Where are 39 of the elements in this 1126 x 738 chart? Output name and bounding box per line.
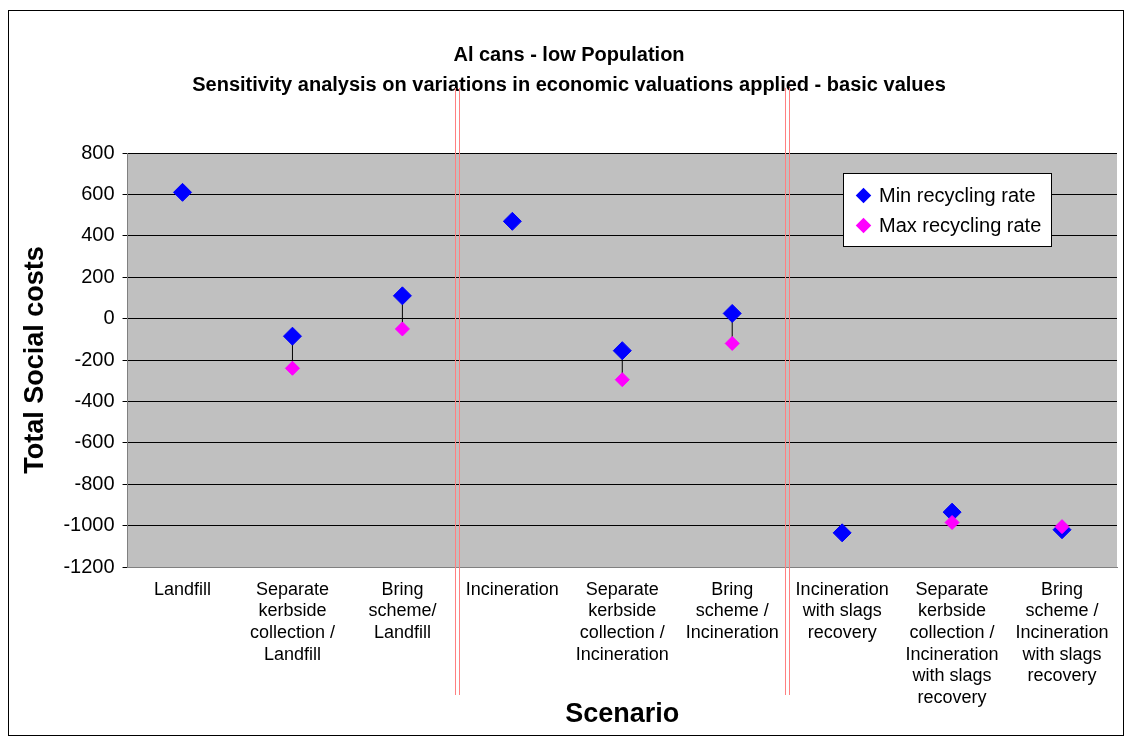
y-tick-label: 200 (81, 264, 115, 287)
point (394, 321, 410, 337)
point (1054, 519, 1070, 535)
chart-subtitle: Sensitivity analysis on variations in economic valuations applied - basic values (192, 72, 946, 95)
x-tick-label: Separate kerbside collection / Incineration (575, 578, 669, 664)
y-tick-label: -1200 (63, 554, 115, 577)
y-tick-label: -600 (74, 430, 115, 453)
legend-label: Min recycling rate (879, 183, 1036, 207)
y-tick-label: 600 (81, 181, 115, 204)
x-tick-label: Bring scheme/ Landfill (368, 578, 437, 642)
point (832, 523, 852, 543)
point (284, 360, 300, 376)
y-tick-label: 800 (81, 140, 115, 163)
point (724, 335, 740, 351)
point (173, 182, 193, 202)
point (502, 211, 522, 231)
x-tick-label: Landfill (154, 578, 212, 599)
point (614, 372, 630, 388)
legend-label: Max recycling rate (879, 213, 1042, 237)
chart-title: Al cans - low Population (453, 42, 685, 65)
x-tick-label: Bring scheme / Incineration (685, 578, 779, 642)
point (282, 326, 302, 346)
x-axis-title: Scenario (565, 698, 680, 729)
point (722, 303, 742, 323)
y-tick-label: -400 (74, 388, 115, 411)
x-tick-label: Bring scheme / Incineration with slags recovery (1015, 578, 1109, 686)
x-tick-label: Separate kerbside collection / Landfill (249, 578, 335, 664)
y-tick-label: -1000 (63, 513, 115, 536)
y-tick-label: 400 (81, 223, 115, 246)
y-tick-label: -200 (74, 347, 115, 370)
point (944, 515, 960, 530)
point (612, 341, 632, 361)
x-tick-label: Incineration with slags recovery (795, 578, 889, 642)
y-tick-label: -800 (74, 471, 115, 494)
point (392, 286, 412, 306)
x-tick-label: Incineration (465, 578, 559, 599)
x-tick-label: Separate kerbside collection / Incineration with slags recovery (905, 578, 999, 707)
y-axis-title: Total Social costs (18, 246, 49, 474)
y-tick-label: 0 (103, 306, 115, 329)
